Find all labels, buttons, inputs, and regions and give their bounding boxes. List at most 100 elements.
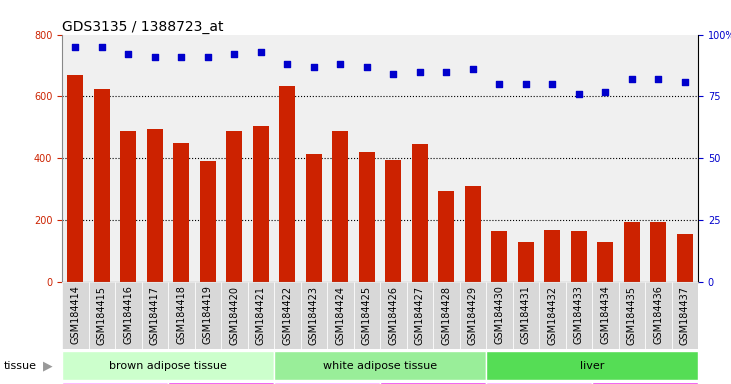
Point bbox=[493, 81, 505, 87]
Text: tissue: tissue bbox=[4, 361, 37, 371]
Bar bbox=[439, 191, 454, 282]
Bar bbox=[227, 131, 243, 282]
Text: brown adipose tissue: brown adipose tissue bbox=[109, 361, 227, 371]
Bar bbox=[465, 186, 481, 282]
Point bbox=[229, 51, 240, 58]
Point bbox=[520, 81, 531, 87]
Bar bbox=[677, 234, 693, 282]
Text: GSM184430: GSM184430 bbox=[494, 286, 504, 344]
Bar bbox=[433, 282, 460, 349]
Bar bbox=[592, 282, 618, 349]
Bar bbox=[333, 131, 348, 282]
Bar bbox=[486, 282, 512, 349]
Bar bbox=[279, 86, 295, 282]
Bar bbox=[359, 152, 375, 282]
Text: GSM184427: GSM184427 bbox=[415, 286, 425, 345]
Text: GSM184421: GSM184421 bbox=[256, 286, 266, 344]
Bar bbox=[460, 282, 486, 349]
Text: GSM184429: GSM184429 bbox=[468, 286, 478, 344]
Text: GSM184436: GSM184436 bbox=[654, 286, 663, 344]
Point bbox=[432, 342, 444, 348]
Bar bbox=[248, 282, 274, 349]
Text: GSM184426: GSM184426 bbox=[388, 286, 398, 344]
Bar bbox=[406, 282, 433, 349]
Text: GDS3135 / 1388723_at: GDS3135 / 1388723_at bbox=[62, 20, 224, 33]
Bar bbox=[67, 75, 83, 282]
Bar bbox=[253, 126, 269, 282]
Point bbox=[308, 64, 319, 70]
Text: GSM184420: GSM184420 bbox=[230, 286, 239, 344]
Bar bbox=[306, 154, 322, 282]
Point bbox=[202, 54, 213, 60]
Point bbox=[361, 64, 373, 70]
Bar bbox=[412, 144, 428, 282]
Point bbox=[96, 44, 107, 50]
Text: GSM184416: GSM184416 bbox=[124, 286, 133, 344]
Bar bbox=[327, 282, 354, 349]
Bar bbox=[380, 382, 486, 384]
Point bbox=[149, 54, 161, 60]
Point bbox=[653, 76, 664, 82]
Bar bbox=[62, 282, 88, 349]
Text: GSM184434: GSM184434 bbox=[600, 286, 610, 344]
Point bbox=[123, 51, 135, 58]
Bar bbox=[618, 282, 645, 349]
Point bbox=[547, 81, 558, 87]
Text: GSM184423: GSM184423 bbox=[309, 286, 319, 344]
Bar bbox=[147, 129, 163, 282]
Bar bbox=[62, 382, 168, 384]
Bar bbox=[486, 382, 592, 384]
Bar bbox=[571, 231, 587, 282]
Bar bbox=[545, 230, 561, 282]
Bar bbox=[221, 282, 248, 349]
Text: GSM184431: GSM184431 bbox=[521, 286, 531, 344]
Bar bbox=[592, 382, 698, 384]
Bar bbox=[300, 282, 327, 349]
Bar bbox=[385, 160, 401, 282]
Text: GSM184428: GSM184428 bbox=[442, 286, 451, 344]
Bar bbox=[651, 222, 667, 282]
Point bbox=[432, 167, 444, 173]
Point bbox=[281, 61, 293, 67]
Bar bbox=[168, 382, 274, 384]
Bar bbox=[194, 282, 221, 349]
Bar bbox=[486, 351, 698, 380]
Text: GSM184422: GSM184422 bbox=[282, 286, 292, 345]
Point bbox=[441, 69, 452, 75]
Bar bbox=[274, 351, 486, 380]
Text: white adipose tissue: white adipose tissue bbox=[323, 361, 437, 371]
Text: GSM184417: GSM184417 bbox=[150, 286, 160, 344]
Point bbox=[387, 71, 399, 77]
Point bbox=[175, 54, 187, 60]
Point bbox=[679, 79, 691, 85]
Bar bbox=[168, 282, 194, 349]
Bar bbox=[62, 351, 274, 380]
Point bbox=[414, 69, 425, 75]
Point bbox=[626, 76, 637, 82]
Bar bbox=[354, 282, 380, 349]
Point bbox=[573, 91, 585, 97]
Bar bbox=[512, 282, 539, 349]
Point bbox=[467, 66, 479, 72]
Bar bbox=[121, 131, 136, 282]
Text: GSM184414: GSM184414 bbox=[70, 286, 80, 344]
Bar bbox=[539, 282, 566, 349]
Point bbox=[335, 61, 346, 67]
Bar bbox=[200, 162, 216, 282]
Text: GSM184432: GSM184432 bbox=[548, 286, 557, 344]
Point bbox=[69, 44, 81, 50]
Bar bbox=[672, 282, 698, 349]
Text: GSM184435: GSM184435 bbox=[627, 286, 637, 344]
Bar bbox=[645, 282, 672, 349]
Bar bbox=[566, 282, 592, 349]
Point bbox=[255, 49, 267, 55]
Text: GSM184418: GSM184418 bbox=[176, 286, 186, 344]
Bar bbox=[380, 282, 406, 349]
Bar bbox=[274, 382, 380, 384]
Text: GSM184433: GSM184433 bbox=[574, 286, 584, 344]
Bar bbox=[274, 282, 300, 349]
Point bbox=[599, 88, 611, 94]
Bar bbox=[142, 282, 168, 349]
Bar bbox=[94, 89, 110, 282]
Text: GSM184419: GSM184419 bbox=[203, 286, 213, 344]
